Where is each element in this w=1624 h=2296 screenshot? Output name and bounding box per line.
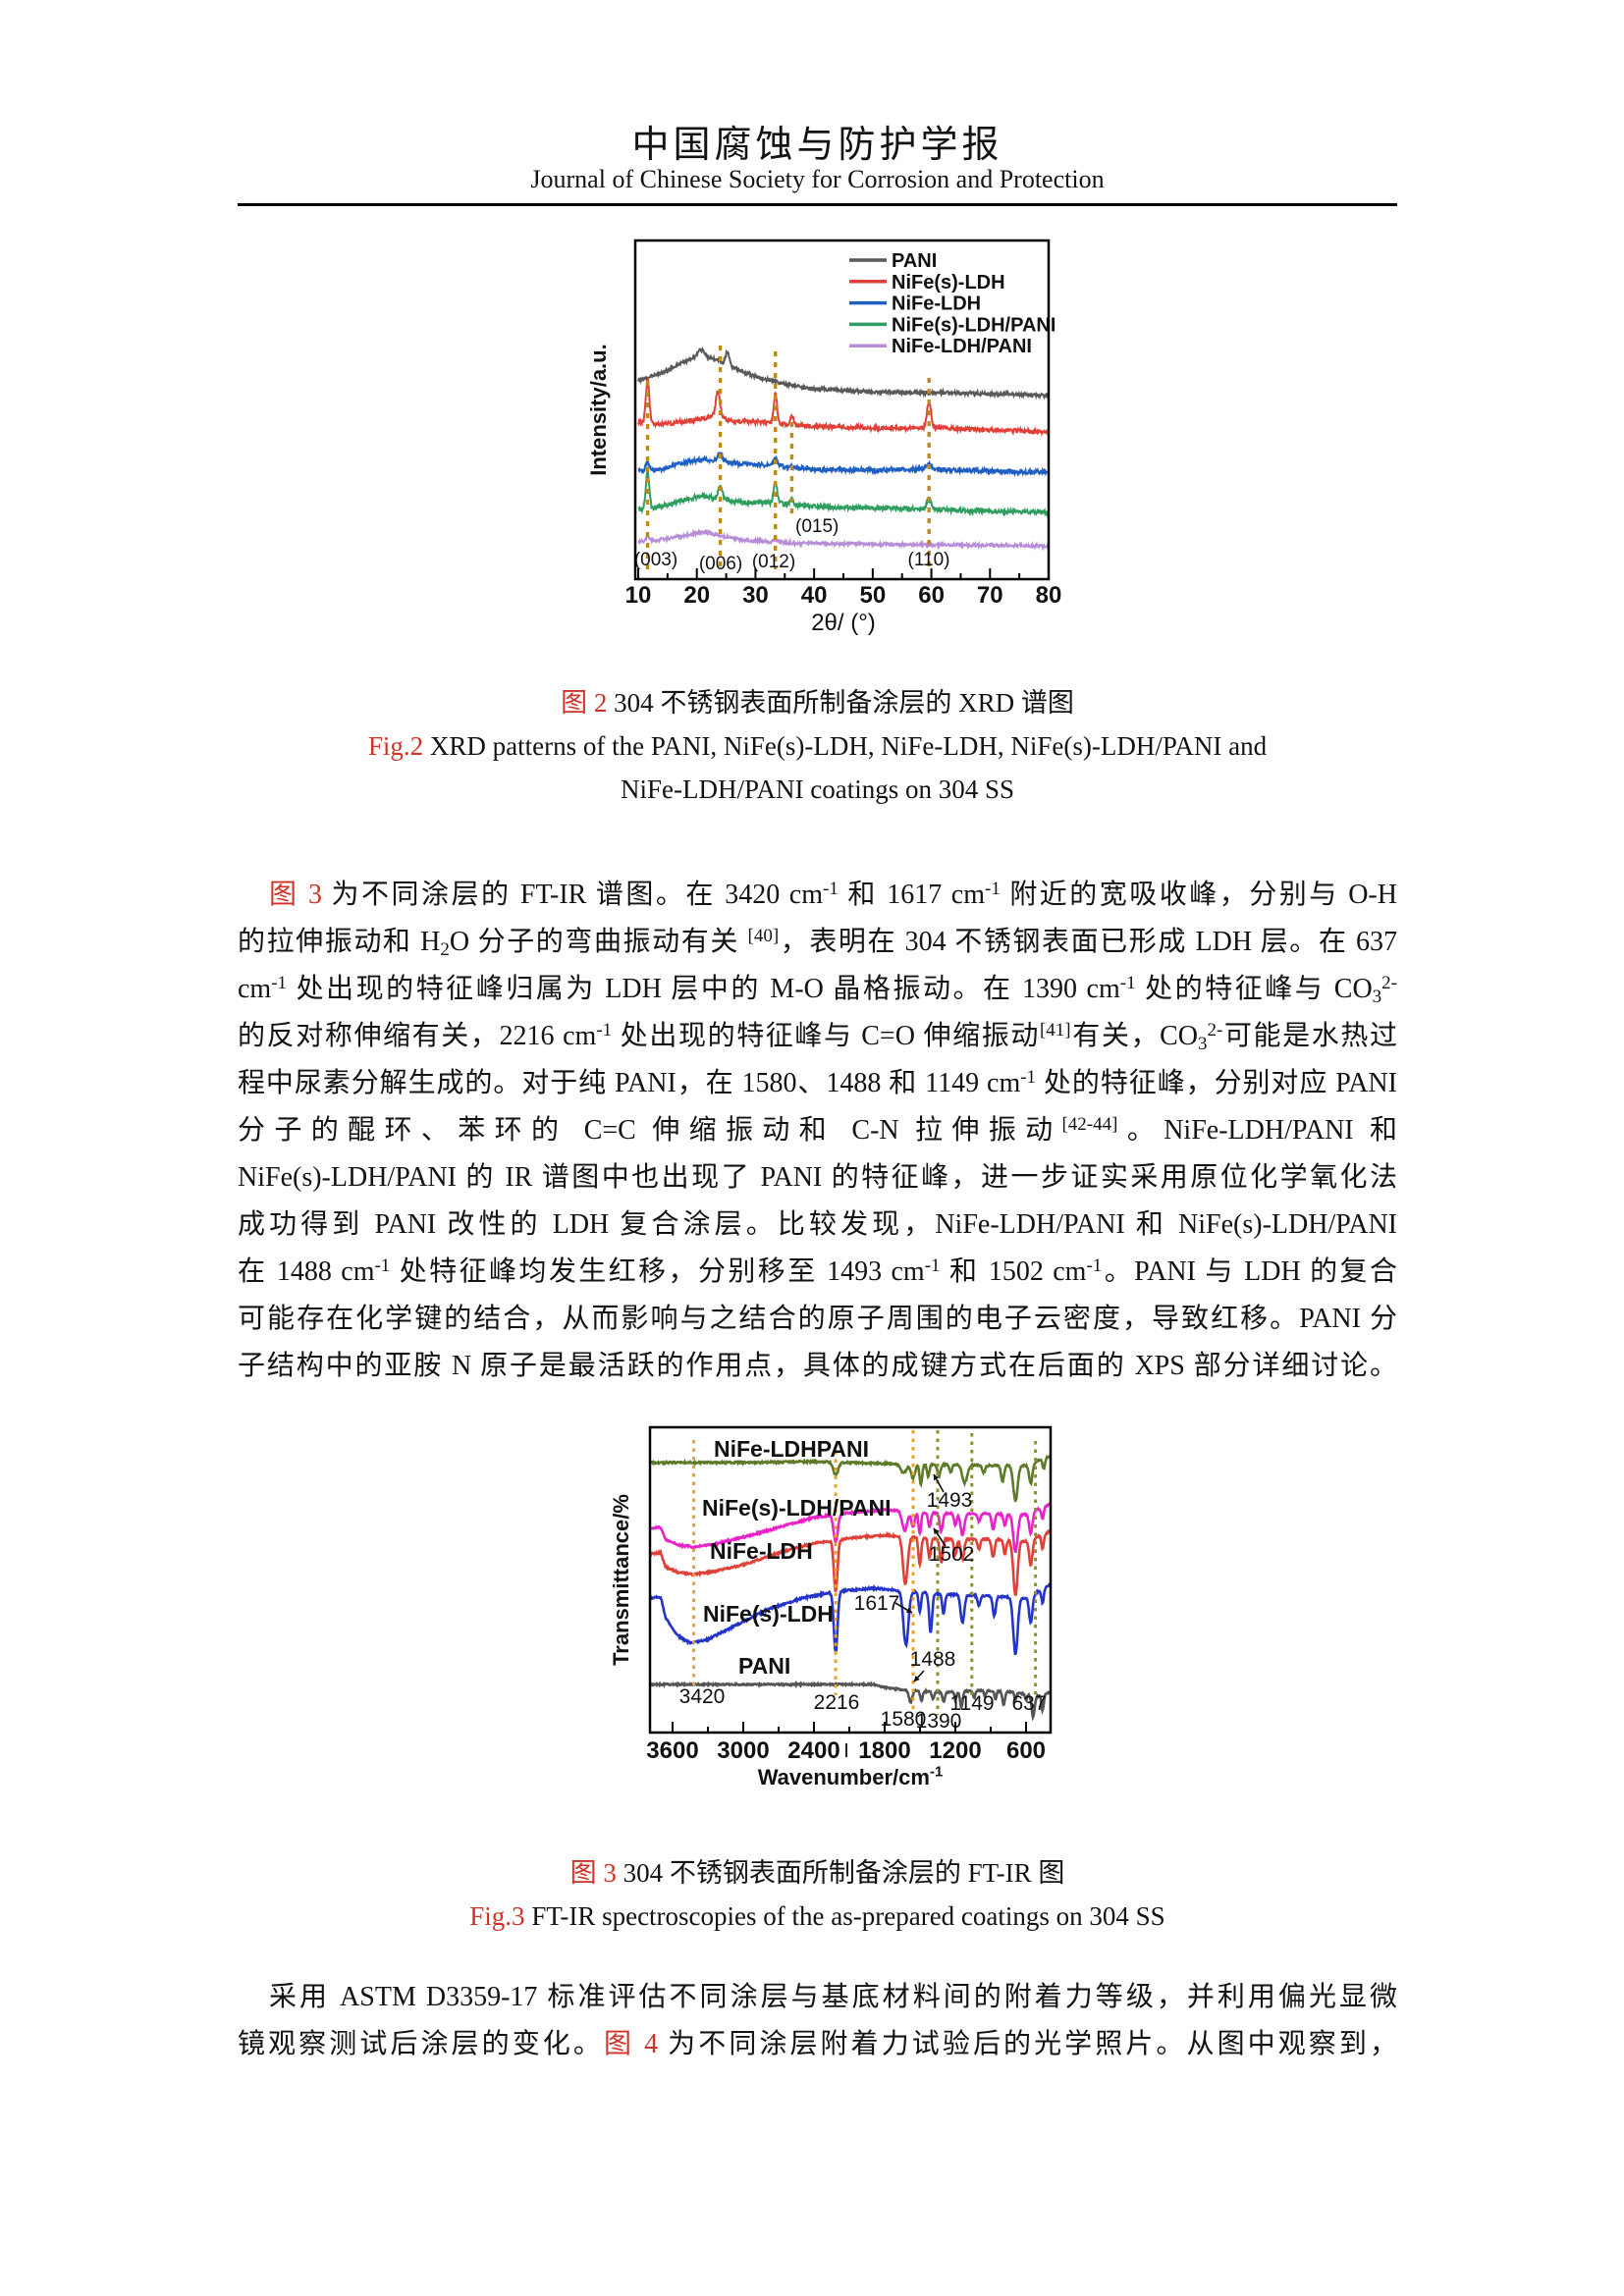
text-line: 采用 ASTM D3359-17 标准评估不同涂层与基底材料间的附着力等级，并利… xyxy=(269,1982,1397,2012)
curve-label: NiFe-LDHPANI xyxy=(714,1436,869,1462)
red-figure-ref: Fig.3 xyxy=(469,1901,525,1931)
text-line: 分子的醌环、苯环的 C=C 伸缩振动和 C-N 拉伸振动[42-44]。NiFe… xyxy=(238,1114,1397,1146)
x-tick-label: 10 xyxy=(625,582,652,609)
curve-label: NiFe-LDH xyxy=(710,1538,813,1564)
band-annotation: 1390 xyxy=(916,1710,962,1733)
peak-label: (003) xyxy=(634,550,677,570)
annotation-arrow xyxy=(933,1473,945,1493)
band-annotation: 2216 xyxy=(814,1691,860,1714)
series-nife-s-ldh-pani xyxy=(637,468,1050,518)
red-figure-ref: Fig.2 xyxy=(367,731,424,761)
text-line: 图 3 为不同涂层的 FT-IR 谱图。在 3420 cm-1 和 1617 c… xyxy=(269,879,1397,910)
annotation-arrow xyxy=(933,1527,947,1547)
legend-entry: NiFe(s)-LDH xyxy=(892,272,1005,294)
annotation-arrow xyxy=(894,1602,913,1614)
text-line: 程中尿素分解生成的。对于纯 PANI，在 1580、1488 和 1149 cm… xyxy=(238,1067,1397,1098)
text-line: 的反对称伸缩有关，2216 cm-1 处出现的特征峰与 C=O 伸缩振动[41]… xyxy=(238,1020,1397,1054)
fig3-caption-en: Fig.3 FT-IR spectroscopies of the as-pre… xyxy=(469,1901,1165,1931)
red-figure-ref: 图 2 xyxy=(561,688,608,718)
x-tick-label: 80 xyxy=(1036,582,1062,609)
y-axis-title: Transmittance/% xyxy=(609,1494,633,1666)
red-figure-ref: 图 3 xyxy=(569,1858,617,1888)
band-annotation: 1617 xyxy=(854,1592,900,1615)
x-tick-label: 70 xyxy=(977,582,1003,609)
text-line: cm-1 处出现的特征峰归属为 LDH 层中的 M-O 晶格振动。在 1390 … xyxy=(238,973,1397,1007)
series-pani xyxy=(649,1681,1053,1722)
x-tick-label: 600 xyxy=(1006,1737,1046,1764)
fig3-caption: 图 3 304 不锈钢表面所制备涂层的 FT-IR 图 Fig.3 FT-IR … xyxy=(238,1851,1397,1938)
band-annotation: 3420 xyxy=(679,1685,726,1708)
curve-label: NiFe(s)-LDH xyxy=(703,1601,834,1627)
curve-label: NiFe(s)-LDH/PANI xyxy=(702,1495,892,1521)
x-tick-label: 3000 xyxy=(717,1737,769,1764)
series-nife-ldhpani xyxy=(650,1454,1052,1503)
x-tick-label: 2400 xyxy=(787,1737,839,1764)
peak-label: (015) xyxy=(795,516,839,537)
plot-frame xyxy=(633,239,1051,581)
x-tick-label: 40 xyxy=(801,582,828,609)
xrd-chart: (003) (006) (012)(015) (110) 10 20 30 40 50 60 70 8… xyxy=(586,239,1062,636)
text-line: 子结构中的亚胺 N 原子是最活跃的作用点，具体的成键方式在后面的 XPS 部分详… xyxy=(238,1351,1397,1381)
band-annotation: 637 xyxy=(1011,1692,1046,1715)
band-annotation: 1149 xyxy=(949,1692,994,1715)
journal-title-cn: 中国腐蚀与防护学报 xyxy=(631,125,1003,166)
fig2-caption: 图 2 304 不锈钢表面所制备涂层的 XRD 谱图 Fig.2 XRD pat… xyxy=(238,681,1397,811)
fig2-caption-en-line2: NiFe-LDH/PANI coatings on 304 SS xyxy=(620,774,1015,804)
legend-entry: PANI xyxy=(892,250,937,272)
x-tick-label: 50 xyxy=(860,582,887,609)
red-figure-ref: 图 3 xyxy=(269,880,332,910)
y-axis-title: Intensity/a.u. xyxy=(586,344,611,475)
paragraph-2: 采用 ASTM D3359-17 标准评估不同涂层与基底材料间的附着力等级，并利… xyxy=(238,1974,1397,2068)
series-nife-s-ldh-pani xyxy=(649,1502,1052,1554)
text-line: 可能存在化学键的结合，从而影响与之结合的原子周围的电子云密度，导致红移。PANI… xyxy=(238,1304,1397,1334)
x-tick-label: 60 xyxy=(918,582,945,609)
curve-label: PANI xyxy=(738,1653,790,1679)
header-rule xyxy=(238,203,1397,206)
x-tick-label: 1200 xyxy=(929,1737,981,1764)
band-annotation: 1502 xyxy=(929,1543,975,1566)
fig2-caption-en-line1: Fig.2 XRD patterns of the PANI, NiFe(s)-… xyxy=(367,731,1268,761)
fig2-caption-cn: 图 2 304 不锈钢表面所制备涂层的 XRD 谱图 xyxy=(561,688,1074,718)
band-annotation: 1580 xyxy=(881,1708,927,1731)
ftir-chart: NiFe-LDHPANI NiFe(s)-LDH/PANI NiFe-LDH NiFe… xyxy=(609,1425,1053,1789)
x-tick-label: 3600 xyxy=(646,1737,698,1764)
text-line: 在 1488 cm-1 处特征峰均发生红移，分别移至 1493 cm-1 和 1… xyxy=(238,1255,1397,1287)
text-line: NiFe(s)-LDH/PANI 的 IR 谱图中也出现了 PANI 的特征峰，… xyxy=(238,1162,1397,1193)
stray-mark: I xyxy=(843,1740,849,1762)
legend-entry: NiFe-LDH xyxy=(892,294,981,315)
series-nife-s-ldh xyxy=(649,1582,1053,1656)
series-nife-ldh xyxy=(649,1528,1052,1596)
peak-label: (012) xyxy=(752,552,795,572)
x-tick-label: 30 xyxy=(742,582,769,609)
x-axis-title: 2θ/ (°) xyxy=(811,610,876,636)
band-annotation: 1493 xyxy=(927,1489,973,1512)
paragraph-1: 图 3 为不同涂层的 FT-IR 谱图。在 3420 cm-1 和 1617 c… xyxy=(238,872,1397,1390)
peak-label: (006) xyxy=(699,554,742,574)
legend-entry: NiFe-LDH/PANI xyxy=(892,336,1032,357)
series-nife-ldh-pani xyxy=(637,527,1050,552)
legend-entry: NiFe(s)-LDH/PANI xyxy=(892,314,1056,336)
x-tick-label: 20 xyxy=(683,582,710,609)
red-figure-ref: 图 4 xyxy=(603,2029,659,2059)
text-line: 成功得到 PANI 改性的 LDH 复合涂层。比较发现，NiFe-LDH/PAN… xyxy=(238,1209,1397,1240)
x-tick-label: 1800 xyxy=(858,1737,910,1764)
fig3-caption-cn: 图 3 304 不锈钢表面所制备涂层的 FT-IR 图 xyxy=(569,1858,1065,1888)
legend: PANINiFe(s)-LDHNiFe-LDHNiFe(s)-LDH/PANIN… xyxy=(849,250,1056,357)
annotation-arrow xyxy=(913,1670,925,1682)
series-nife-s-ldh xyxy=(637,378,1050,438)
text-line: 镜观察测试后涂层的变化。图 4 为不同涂层附着力试验后的光学照片。从图中观察到， xyxy=(238,2029,1397,2059)
plot-frame xyxy=(648,1425,1053,1735)
peak-label: (110) xyxy=(908,550,950,570)
journal-title-en: Journal of Chinese Society for Corrosion… xyxy=(530,165,1105,193)
series-nife-ldh xyxy=(637,451,1050,478)
series-pani xyxy=(637,346,1050,400)
text-line: 的拉伸振动和 H2O 分子的弯曲振动有关 [40]，表明在 304 不锈钢表面已… xyxy=(238,926,1397,960)
band-annotation: 1488 xyxy=(910,1648,956,1671)
x-axis-title: Wavenumber/cm-1​ xyxy=(758,1764,944,1789)
